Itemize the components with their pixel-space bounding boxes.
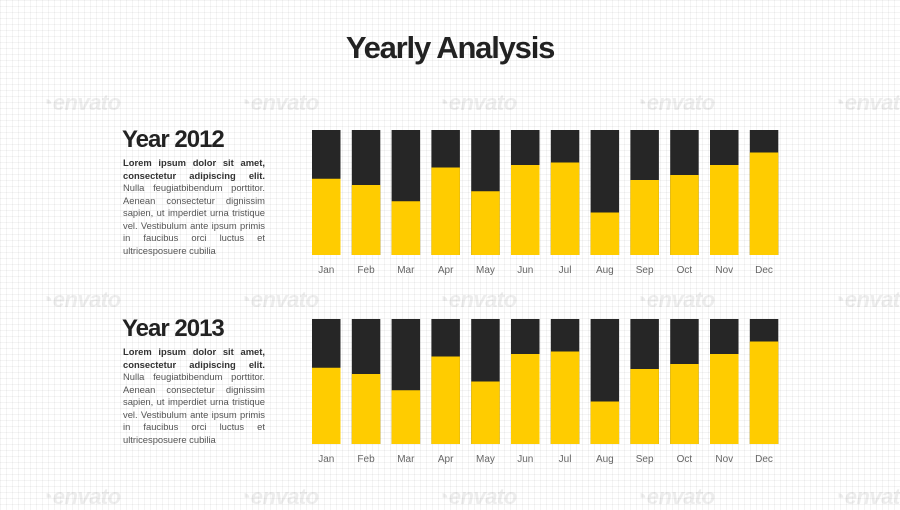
bar-sep bbox=[630, 369, 659, 444]
section-description-2013: Lorem ipsum dolor sit amet, consectetur … bbox=[123, 346, 265, 446]
bar-feb bbox=[351, 185, 381, 255]
watermark-logo: ◔envato bbox=[40, 90, 121, 115]
x-tick-label: Feb bbox=[357, 265, 375, 276]
x-tick-label: Oct bbox=[677, 454, 693, 465]
x-tick-label: Nov bbox=[715, 265, 733, 276]
watermark-logo: ◔envato bbox=[238, 90, 319, 115]
bar-dec bbox=[749, 341, 779, 444]
watermark-logo: ◔envato bbox=[238, 287, 319, 312]
x-tick-label: Mar bbox=[397, 454, 415, 465]
x-tick-label: Sep bbox=[636, 454, 654, 465]
watermark-logo: ◔envato bbox=[436, 287, 517, 312]
bar-chart-2013: Jan Feb Mar Apr May Jun Jul Aug Sep Oct Nov Dec bbox=[312, 319, 779, 465]
bar-nov bbox=[710, 165, 739, 255]
section-heading-2013: Year 2013 bbox=[122, 315, 225, 342]
watermark-logo: ◔envato bbox=[634, 484, 715, 509]
bar-mar bbox=[391, 390, 421, 444]
bar-jul bbox=[550, 162, 580, 255]
x-tick-label: Jan bbox=[318, 265, 334, 276]
bar-aug bbox=[590, 212, 620, 255]
bar-mar bbox=[391, 201, 421, 255]
bar-feb bbox=[351, 374, 381, 444]
bar-apr bbox=[431, 167, 460, 255]
bar-jan bbox=[312, 367, 341, 444]
watermark-logo: ◔envato bbox=[634, 287, 715, 312]
bar-sep bbox=[630, 180, 659, 255]
watermark-logo: ◔envato bbox=[40, 287, 121, 312]
bar-dec bbox=[749, 152, 779, 255]
bar-aug bbox=[590, 401, 620, 444]
bar-may bbox=[471, 191, 500, 255]
section-body-text: Nulla feugiatbibendum porttitor. Aenean … bbox=[123, 371, 265, 445]
bar-apr bbox=[431, 356, 460, 444]
bar-oct bbox=[670, 364, 699, 444]
x-tick-label: Mar bbox=[397, 265, 415, 276]
watermark-logo: ◔envato bbox=[40, 484, 121, 509]
x-tick-label: Dec bbox=[755, 454, 773, 465]
x-tick-label: Nov bbox=[715, 454, 733, 465]
bar-jan bbox=[312, 178, 341, 255]
watermark-logo: ◔envato bbox=[238, 484, 319, 509]
x-tick-label: Dec bbox=[755, 265, 773, 276]
bar-oct bbox=[670, 175, 699, 255]
x-tick-label: May bbox=[476, 265, 495, 276]
section-body-text: Nulla feugiatbibendum porttitor. Aenean … bbox=[123, 182, 265, 256]
bar-nov bbox=[710, 354, 739, 444]
x-tick-label: Jul bbox=[559, 265, 572, 276]
x-tick-label: Feb bbox=[357, 454, 375, 465]
watermark-logo: ◔envato bbox=[832, 287, 900, 312]
x-tick-label: Oct bbox=[677, 265, 693, 276]
watermark-logo: ◔envato bbox=[436, 484, 517, 509]
section-lead-text: Lorem ipsum dolor sit amet, consectetur … bbox=[123, 346, 265, 370]
x-tick-label: Apr bbox=[438, 265, 454, 276]
section-lead-text: Lorem ipsum dolor sit amet, consectetur … bbox=[123, 157, 265, 181]
page-title: Yearly Analysis bbox=[345, 30, 556, 65]
x-tick-label: May bbox=[476, 454, 495, 465]
bar-may bbox=[471, 381, 500, 444]
x-tick-label: Jun bbox=[517, 265, 533, 276]
bar-jun bbox=[511, 354, 540, 444]
watermark-logo: ◔envato bbox=[832, 90, 900, 115]
watermark-logo: ◔envato bbox=[634, 90, 715, 115]
x-tick-label: Aug bbox=[596, 454, 614, 465]
watermark-logo: ◔envato bbox=[436, 90, 517, 115]
bar-jul bbox=[550, 351, 580, 444]
x-tick-label: Aug bbox=[596, 265, 614, 276]
x-tick-label: Jun bbox=[517, 454, 533, 465]
x-tick-label: Jan bbox=[318, 454, 334, 465]
x-tick-label: Jul bbox=[559, 454, 572, 465]
section-description-2012: Lorem ipsum dolor sit amet, consectetur … bbox=[123, 157, 265, 257]
watermark-logo: ◔envato bbox=[832, 484, 900, 509]
bar-chart-2012: Jan Feb Mar Apr May Jun Jul Aug Sep Oct Nov Dec bbox=[312, 130, 779, 276]
x-tick-label: Apr bbox=[438, 454, 454, 465]
bar-jun bbox=[511, 165, 540, 255]
x-tick-label: Sep bbox=[636, 265, 654, 276]
section-heading-2012: Year 2012 bbox=[122, 126, 225, 153]
